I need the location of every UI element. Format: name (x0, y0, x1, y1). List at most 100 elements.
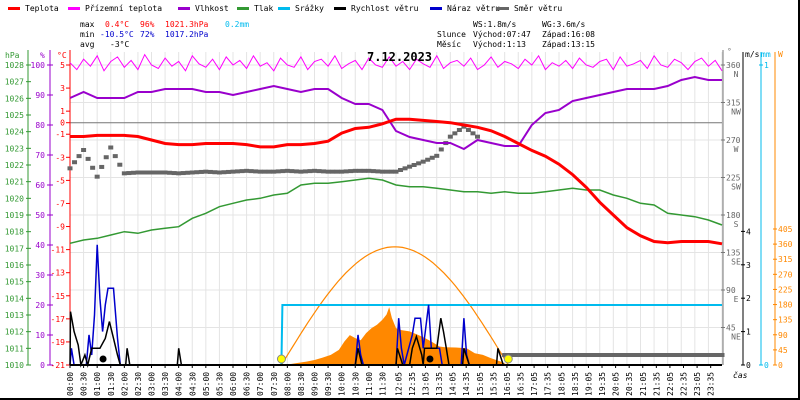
wind-direction-point (660, 353, 666, 357)
time-tick-label: 22:05 (666, 372, 675, 396)
wind-direction-point (601, 353, 607, 357)
time-tick-label: 19:05 (584, 372, 593, 396)
stat-max-temp: 0.4°C (105, 20, 130, 29)
wind-direction-point (583, 353, 589, 357)
time-tick-label: 21:05 (639, 372, 648, 396)
wind-direction-point (370, 169, 376, 174)
wind-direction-point (316, 169, 322, 174)
wind-direction-point (705, 353, 711, 357)
wind-direction-point (325, 169, 331, 174)
moon-marker-icon (99, 355, 107, 363)
wind-direction-point (452, 131, 458, 136)
legend-swatch (8, 7, 20, 10)
hpa-tick-label: 1012 (5, 328, 24, 337)
wind-direction-point (112, 154, 118, 159)
direction-cardinal-label: N (734, 70, 739, 79)
wind-direction-point (139, 170, 145, 175)
stat-min-label: min (80, 30, 95, 39)
time-tick-label: 00:30 (80, 372, 89, 396)
wind-direction-point (94, 174, 100, 179)
celsius-tick-label: -21 (51, 361, 66, 370)
wind-direction-point (334, 169, 340, 174)
stat-max-pressure: 1021.3hPa (165, 20, 209, 29)
wind-direction-point (171, 171, 177, 176)
solar-tick-label: 405 (778, 225, 793, 234)
wind-direction-point (538, 353, 544, 357)
wind-speed-tick-label: 2 (746, 294, 751, 303)
percent-tick-label: 100 (31, 61, 46, 70)
time-tick-label: 12:05 (394, 372, 403, 396)
wind-direction-point (701, 353, 707, 357)
time-tick-label: 09:00 (311, 372, 320, 396)
wind-direction-point (379, 169, 385, 174)
celsius-tick-label: -9 (55, 223, 65, 232)
wind-direction-point (714, 353, 720, 357)
celsius-tick-label: -11 (51, 246, 66, 255)
time-tick-label: 05:30 (215, 372, 224, 396)
wind-direction-point (574, 353, 580, 357)
hpa-tick-label: 1021 (5, 178, 24, 187)
wind-speed-tick-label: 4 (746, 227, 751, 236)
percent-tick-label: 30 (35, 271, 45, 280)
wind-direction-point (565, 353, 571, 357)
wind-direction-point (330, 169, 336, 174)
time-tick-label: 15:05 (476, 372, 485, 396)
temperature-line (70, 117, 723, 246)
wind-direction-point (207, 169, 213, 174)
time-tick-label: 03:30 (161, 372, 170, 396)
wind-direction-point (176, 171, 182, 176)
legend-label: Teplota (25, 4, 59, 13)
time-axis-label: čas (733, 370, 748, 380)
sunset-time: Západ:16:08 (542, 30, 595, 39)
percent-tick-label: 90 (35, 91, 45, 100)
wind-direction-point (85, 156, 91, 161)
wind-direction-point (180, 171, 186, 176)
time-tick-label: 06:00 (229, 372, 238, 396)
solar-tick-label: 270 (778, 270, 793, 279)
celsius-tick-label: -15 (51, 292, 66, 301)
wind-direction-point (266, 169, 272, 174)
wind-direction-point (216, 170, 222, 175)
wind-direction-point (108, 145, 114, 150)
solar-tick-label: 135 (778, 316, 793, 325)
wind-direction-point (687, 353, 693, 357)
wind-speed-tick-label: 0 (746, 361, 751, 370)
wind-direction-point (149, 170, 154, 175)
hpa-tick-label: 1026 (5, 94, 24, 103)
solar-unit-label: W (778, 50, 783, 59)
direction-tick-label: 90 (726, 286, 736, 295)
wind-direction-point (447, 134, 453, 139)
solar-tick-label: 360 (778, 240, 793, 249)
wind-direction-point (307, 169, 313, 174)
hpa-unit-label: hPa (5, 51, 20, 60)
wind-direction-point (235, 169, 241, 174)
wind-direction-point (692, 353, 698, 357)
time-tick-label: 11:30 (378, 372, 387, 396)
stat-max-humidity: 96% (140, 20, 155, 29)
wind-direction-point (275, 169, 281, 174)
wind-direction-point (542, 353, 548, 357)
stat-wind-speed: WS:1.8m/s (473, 20, 517, 29)
wind-direction-point (434, 153, 440, 158)
time-tick-label: 04:30 (188, 372, 197, 396)
celsius-tick-label: -3 (55, 153, 65, 162)
solar-tick-label: 0 (778, 361, 783, 370)
wind-direction-point (665, 353, 671, 357)
wind-direction-point (230, 169, 236, 174)
wind-direction-point (239, 169, 245, 174)
celsius-tick-label: 3 (60, 84, 65, 93)
wind-direction-point (683, 353, 689, 357)
wind-direction-point (407, 164, 413, 169)
time-tick-label: 10:30 (351, 372, 360, 396)
wind-direction-point (280, 169, 286, 174)
wind-direction-point (628, 353, 634, 357)
wind-direction-point (135, 170, 141, 175)
direction-tick-label: 180 (726, 211, 741, 220)
wind-direction-point (117, 162, 123, 167)
stat-wind-gust: WG:3.6m/s (542, 20, 586, 29)
wind-direction-point (72, 160, 78, 165)
percent-tick-label: 10 (35, 331, 45, 340)
wind-direction-point (592, 353, 598, 357)
wind-direction-point (647, 353, 653, 357)
